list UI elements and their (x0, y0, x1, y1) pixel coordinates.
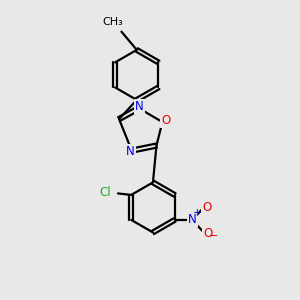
Text: N: N (126, 145, 135, 158)
Text: O: O (203, 227, 212, 240)
Text: N: N (188, 213, 197, 226)
Text: +: + (193, 208, 202, 218)
Text: O: O (161, 114, 170, 127)
Text: CH₃: CH₃ (102, 16, 123, 27)
Text: N: N (135, 100, 144, 112)
Text: O: O (202, 201, 211, 214)
Text: −: − (209, 231, 218, 242)
Text: Cl: Cl (99, 186, 111, 199)
